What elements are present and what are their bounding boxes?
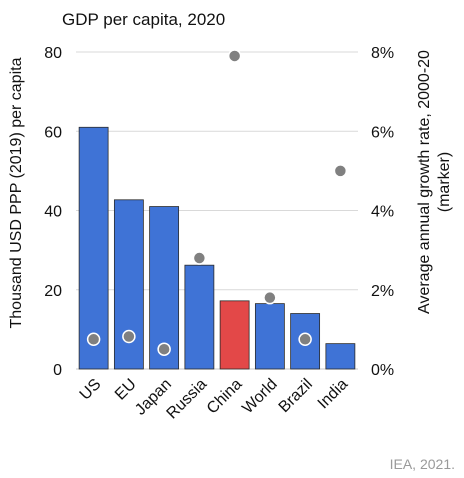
- marker-japan: [157, 342, 171, 356]
- bar-india: [325, 343, 356, 370]
- bar-eu: [113, 199, 144, 370]
- y2-tick-label: 2%: [371, 283, 394, 300]
- marker-eu: [122, 329, 136, 344]
- y-tick-label: 40: [44, 204, 62, 221]
- y-tick-label: 80: [44, 45, 62, 62]
- x-tick-label: Russia: [164, 376, 211, 423]
- y2-tick-label: 8%: [371, 45, 394, 62]
- marker-brazil: [298, 332, 312, 347]
- y2-axis-label-line-2: (marker): [436, 152, 453, 212]
- y-axis-ticks: 0 20 40 60 80: [44, 45, 62, 379]
- y2-axis-ticks: 0% 2% 4% 6% 8%: [371, 45, 394, 379]
- bar-series: [78, 126, 356, 370]
- bar-japan: [149, 206, 180, 370]
- growth-markers: [86, 49, 348, 356]
- x-tick-label: Brazil: [276, 376, 316, 416]
- x-tick-label: EU: [112, 376, 140, 404]
- marker-china: [227, 49, 242, 63]
- marker-us: [86, 332, 101, 347]
- x-tick-label: US: [77, 376, 105, 404]
- marker-world: [263, 290, 277, 305]
- source-note: IEA, 2021.: [390, 456, 455, 472]
- bar-china: [219, 300, 250, 370]
- chart-title: GDP per capita, 2020: [62, 10, 225, 29]
- y-tick-label: 60: [44, 124, 62, 141]
- y2-tick-label: 6%: [371, 124, 394, 141]
- y2-tick-label: 0%: [371, 362, 394, 379]
- bar-russia: [184, 264, 215, 370]
- y2-axis-label-line-1: Average annual growth rate, 2000-20: [416, 50, 433, 314]
- bar-us: [78, 126, 109, 370]
- y2-tick-label: 4%: [371, 204, 394, 221]
- y-tick-label: 20: [44, 283, 62, 300]
- y-axis-label: Thousand USD PPP (2019) per capita: [8, 57, 25, 328]
- x-tick-label: India: [315, 376, 352, 413]
- marker-russia: [192, 251, 207, 265]
- x-tick-label: World: [239, 376, 280, 417]
- x-tick-label: China: [204, 376, 246, 418]
- marker-india: [333, 164, 348, 178]
- bar-world: [254, 303, 285, 370]
- y-tick-label: 0: [53, 362, 62, 379]
